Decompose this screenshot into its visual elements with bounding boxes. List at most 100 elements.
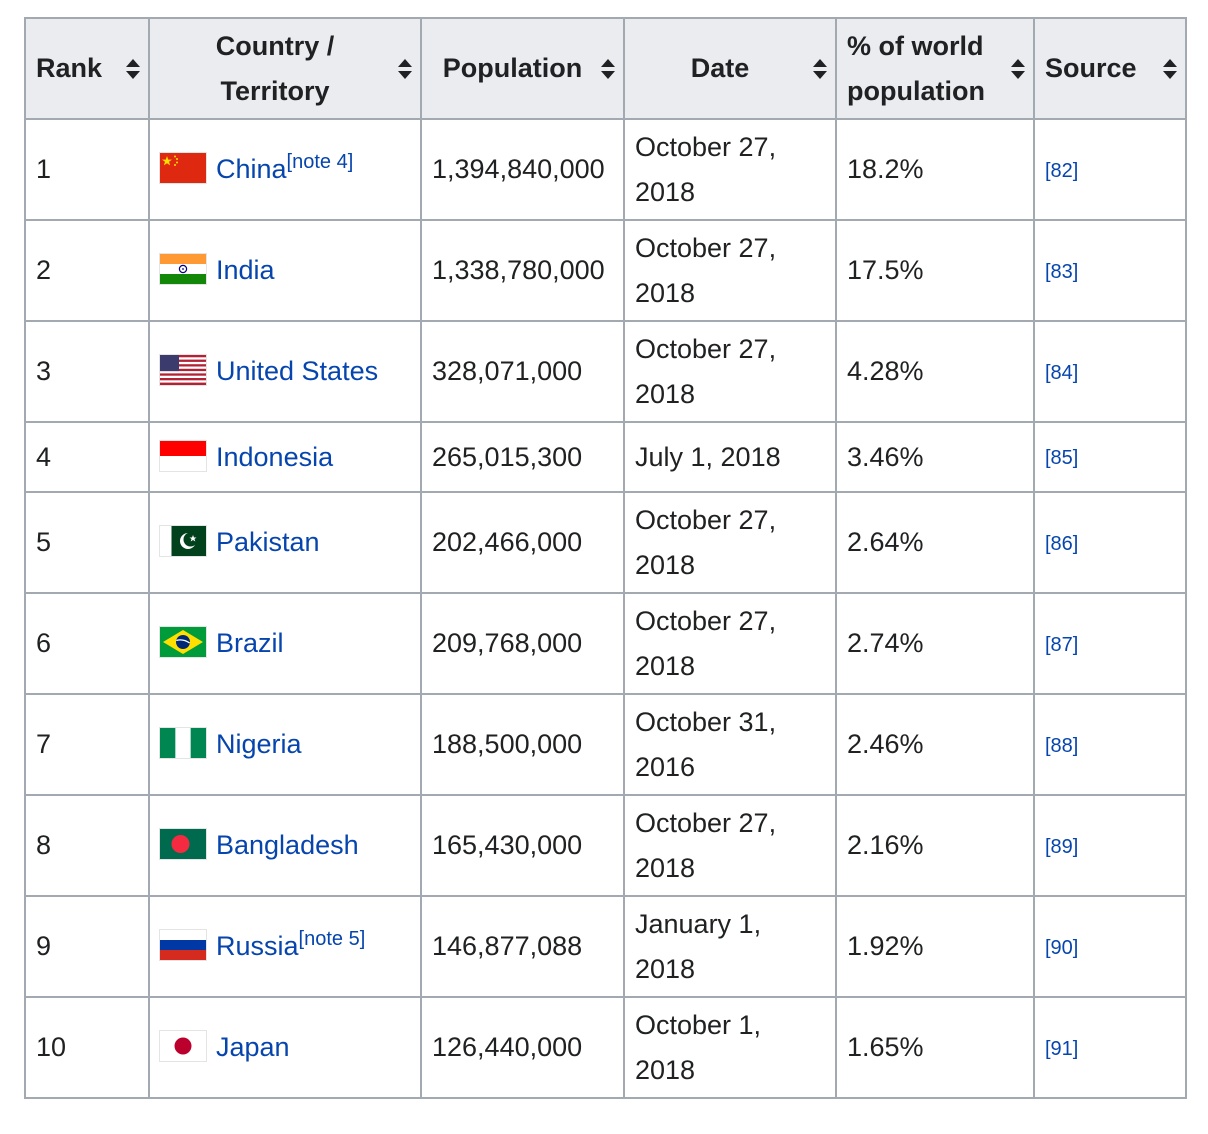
rank-cell: 5 xyxy=(24,491,150,594)
table-row: 4 Indonesia 265,015,300 July 1, 2018 3.46% [8… xyxy=(24,421,1187,493)
rank-value: 7 xyxy=(36,729,52,759)
date-value: October 27, 2018 xyxy=(635,232,777,308)
percent-value: 18.2% xyxy=(847,154,924,184)
country-link[interactable]: Indonesia xyxy=(216,441,334,472)
country-cell: Indonesia xyxy=(148,421,422,493)
country-link[interactable]: China xyxy=(216,154,287,184)
source-header-label: Source xyxy=(1045,53,1137,83)
population-value: 202,466,000 xyxy=(432,527,583,557)
sort-arrows-icon[interactable] xyxy=(398,58,412,80)
source-reference-link[interactable]: [82] xyxy=(1045,159,1079,182)
country-link[interactable]: Nigeria xyxy=(216,729,302,759)
source-reference-link[interactable]: [87] xyxy=(1045,633,1079,656)
rank-value: 5 xyxy=(36,527,52,557)
source-reference-link[interactable]: [89] xyxy=(1045,835,1079,858)
source-cell: [86] xyxy=(1033,491,1187,594)
source-reference-link[interactable]: [85] xyxy=(1045,447,1079,469)
sort-arrows-icon[interactable] xyxy=(126,58,140,80)
date-cell: October 27, 2018 xyxy=(623,118,837,221)
date-value: October 27, 2018 xyxy=(635,504,777,580)
brazil-flag-icon[interactable] xyxy=(160,627,206,657)
percent-cell: 2.46% xyxy=(835,693,1035,796)
population-value: 209,768,000 xyxy=(432,628,583,658)
table-row: 6 Brazil 209,768,000 October 27, 2018 2.74% [… xyxy=(24,592,1187,695)
date-value: October 27, 2018 xyxy=(635,131,777,207)
country-cell: Pakistan xyxy=(148,491,422,594)
percent-value: 17.5% xyxy=(847,255,924,285)
nigeria-flag-icon[interactable] xyxy=(160,728,206,758)
sort-arrows-icon[interactable] xyxy=(1163,58,1177,80)
sort-arrows-icon[interactable] xyxy=(813,58,827,80)
population-cell: 126,440,000 xyxy=(420,996,625,1099)
source-cell: [89] xyxy=(1033,794,1187,897)
country-column-header[interactable]: Country / Territory xyxy=(148,17,422,120)
table-row: 7 Nigeria 188,500,000 October 31, 2016 2.46%… xyxy=(24,693,1187,796)
table-row: 8 Bangladesh 165,430,000 October 27, 2018 2.… xyxy=(24,794,1187,897)
population-header-label: Population xyxy=(442,53,583,83)
source-reference-link[interactable]: [86] xyxy=(1045,532,1079,555)
source-reference-link[interactable]: [88] xyxy=(1045,734,1079,757)
sort-arrows-icon[interactable] xyxy=(601,58,615,80)
population-column-header[interactable]: Population xyxy=(420,17,625,120)
country-link[interactable]: Japan xyxy=(216,1032,290,1062)
country-cell: Bangladesh xyxy=(148,794,422,897)
source-cell: [83] xyxy=(1033,219,1187,322)
note-link[interactable]: [note 5] xyxy=(298,928,366,950)
source-cell: [91] xyxy=(1033,996,1187,1099)
population-cell: 265,015,300 xyxy=(420,421,625,493)
percent-cell: 1.92% xyxy=(835,895,1035,998)
united-states-flag-icon[interactable] xyxy=(160,355,206,385)
country-link[interactable]: Pakistan xyxy=(216,527,320,557)
russia-flag-icon[interactable] xyxy=(160,930,206,960)
country-link[interactable]: India xyxy=(216,255,275,285)
china-flag-icon[interactable] xyxy=(160,153,206,183)
rank-value: 3 xyxy=(36,356,52,386)
rank-cell: 9 xyxy=(24,895,150,998)
percent-column-header[interactable]: % of world population xyxy=(835,17,1035,120)
date-value: October 31, 2016 xyxy=(635,706,777,782)
country-link[interactable]: Bangladesh xyxy=(216,830,359,860)
population-cell: 165,430,000 xyxy=(420,794,625,897)
japan-flag-icon[interactable] xyxy=(160,1031,206,1061)
source-reference-link[interactable]: [84] xyxy=(1045,361,1079,384)
population-cell: 202,466,000 xyxy=(420,491,625,594)
percent-cell: 18.2% xyxy=(835,118,1035,221)
date-cell: October 27, 2018 xyxy=(623,491,837,594)
date-cell: October 27, 2018 xyxy=(623,219,837,322)
rank-cell: 10 xyxy=(24,996,150,1099)
country-link[interactable]: Russia xyxy=(216,931,299,961)
bangladesh-flag-icon[interactable] xyxy=(160,829,206,859)
population-cell: 1,338,780,000 xyxy=(420,219,625,322)
table-row: 1 China[note 4] 1,394,840,000 October 27, 2… xyxy=(24,118,1187,221)
rank-value: 6 xyxy=(36,628,52,658)
percent-header-label: % of world population xyxy=(847,30,985,106)
source-reference-link[interactable]: [83] xyxy=(1045,260,1079,283)
rank-value: 4 xyxy=(36,441,52,472)
date-value: October 27, 2018 xyxy=(635,605,777,681)
rank-cell: 4 xyxy=(24,421,150,493)
country-cell: Nigeria xyxy=(148,693,422,796)
note-link[interactable]: [note 4] xyxy=(286,151,354,173)
percent-cell: 2.16% xyxy=(835,794,1035,897)
country-link[interactable]: United States xyxy=(216,356,379,386)
date-value: October 27, 2018 xyxy=(635,807,777,883)
population-value: 265,015,300 xyxy=(432,441,583,472)
source-column-header[interactable]: Source xyxy=(1033,17,1187,120)
sort-arrows-icon[interactable] xyxy=(1011,58,1025,80)
india-flag-icon[interactable] xyxy=(160,254,206,284)
country-link[interactable]: Brazil xyxy=(216,628,284,658)
rank-column-header[interactable]: Rank xyxy=(24,17,150,120)
source-reference-link[interactable]: [90] xyxy=(1045,936,1079,959)
rank-value: 2 xyxy=(36,255,52,285)
source-reference-link[interactable]: [91] xyxy=(1045,1037,1079,1060)
country-cell: United States xyxy=(148,320,422,423)
source-cell: [85] xyxy=(1033,421,1187,493)
pakistan-flag-icon[interactable] xyxy=(160,526,206,556)
rank-value: 8 xyxy=(36,830,52,860)
header-row: Rank Country / Territory Population Date… xyxy=(24,17,1187,120)
indonesia-flag-icon[interactable] xyxy=(160,440,206,471)
date-value: January 1, 2018 xyxy=(635,908,762,984)
rank-value: 1 xyxy=(36,154,52,184)
population-table: Rank Country / Territory Population Date… xyxy=(24,17,1187,1099)
date-column-header[interactable]: Date xyxy=(623,17,837,120)
